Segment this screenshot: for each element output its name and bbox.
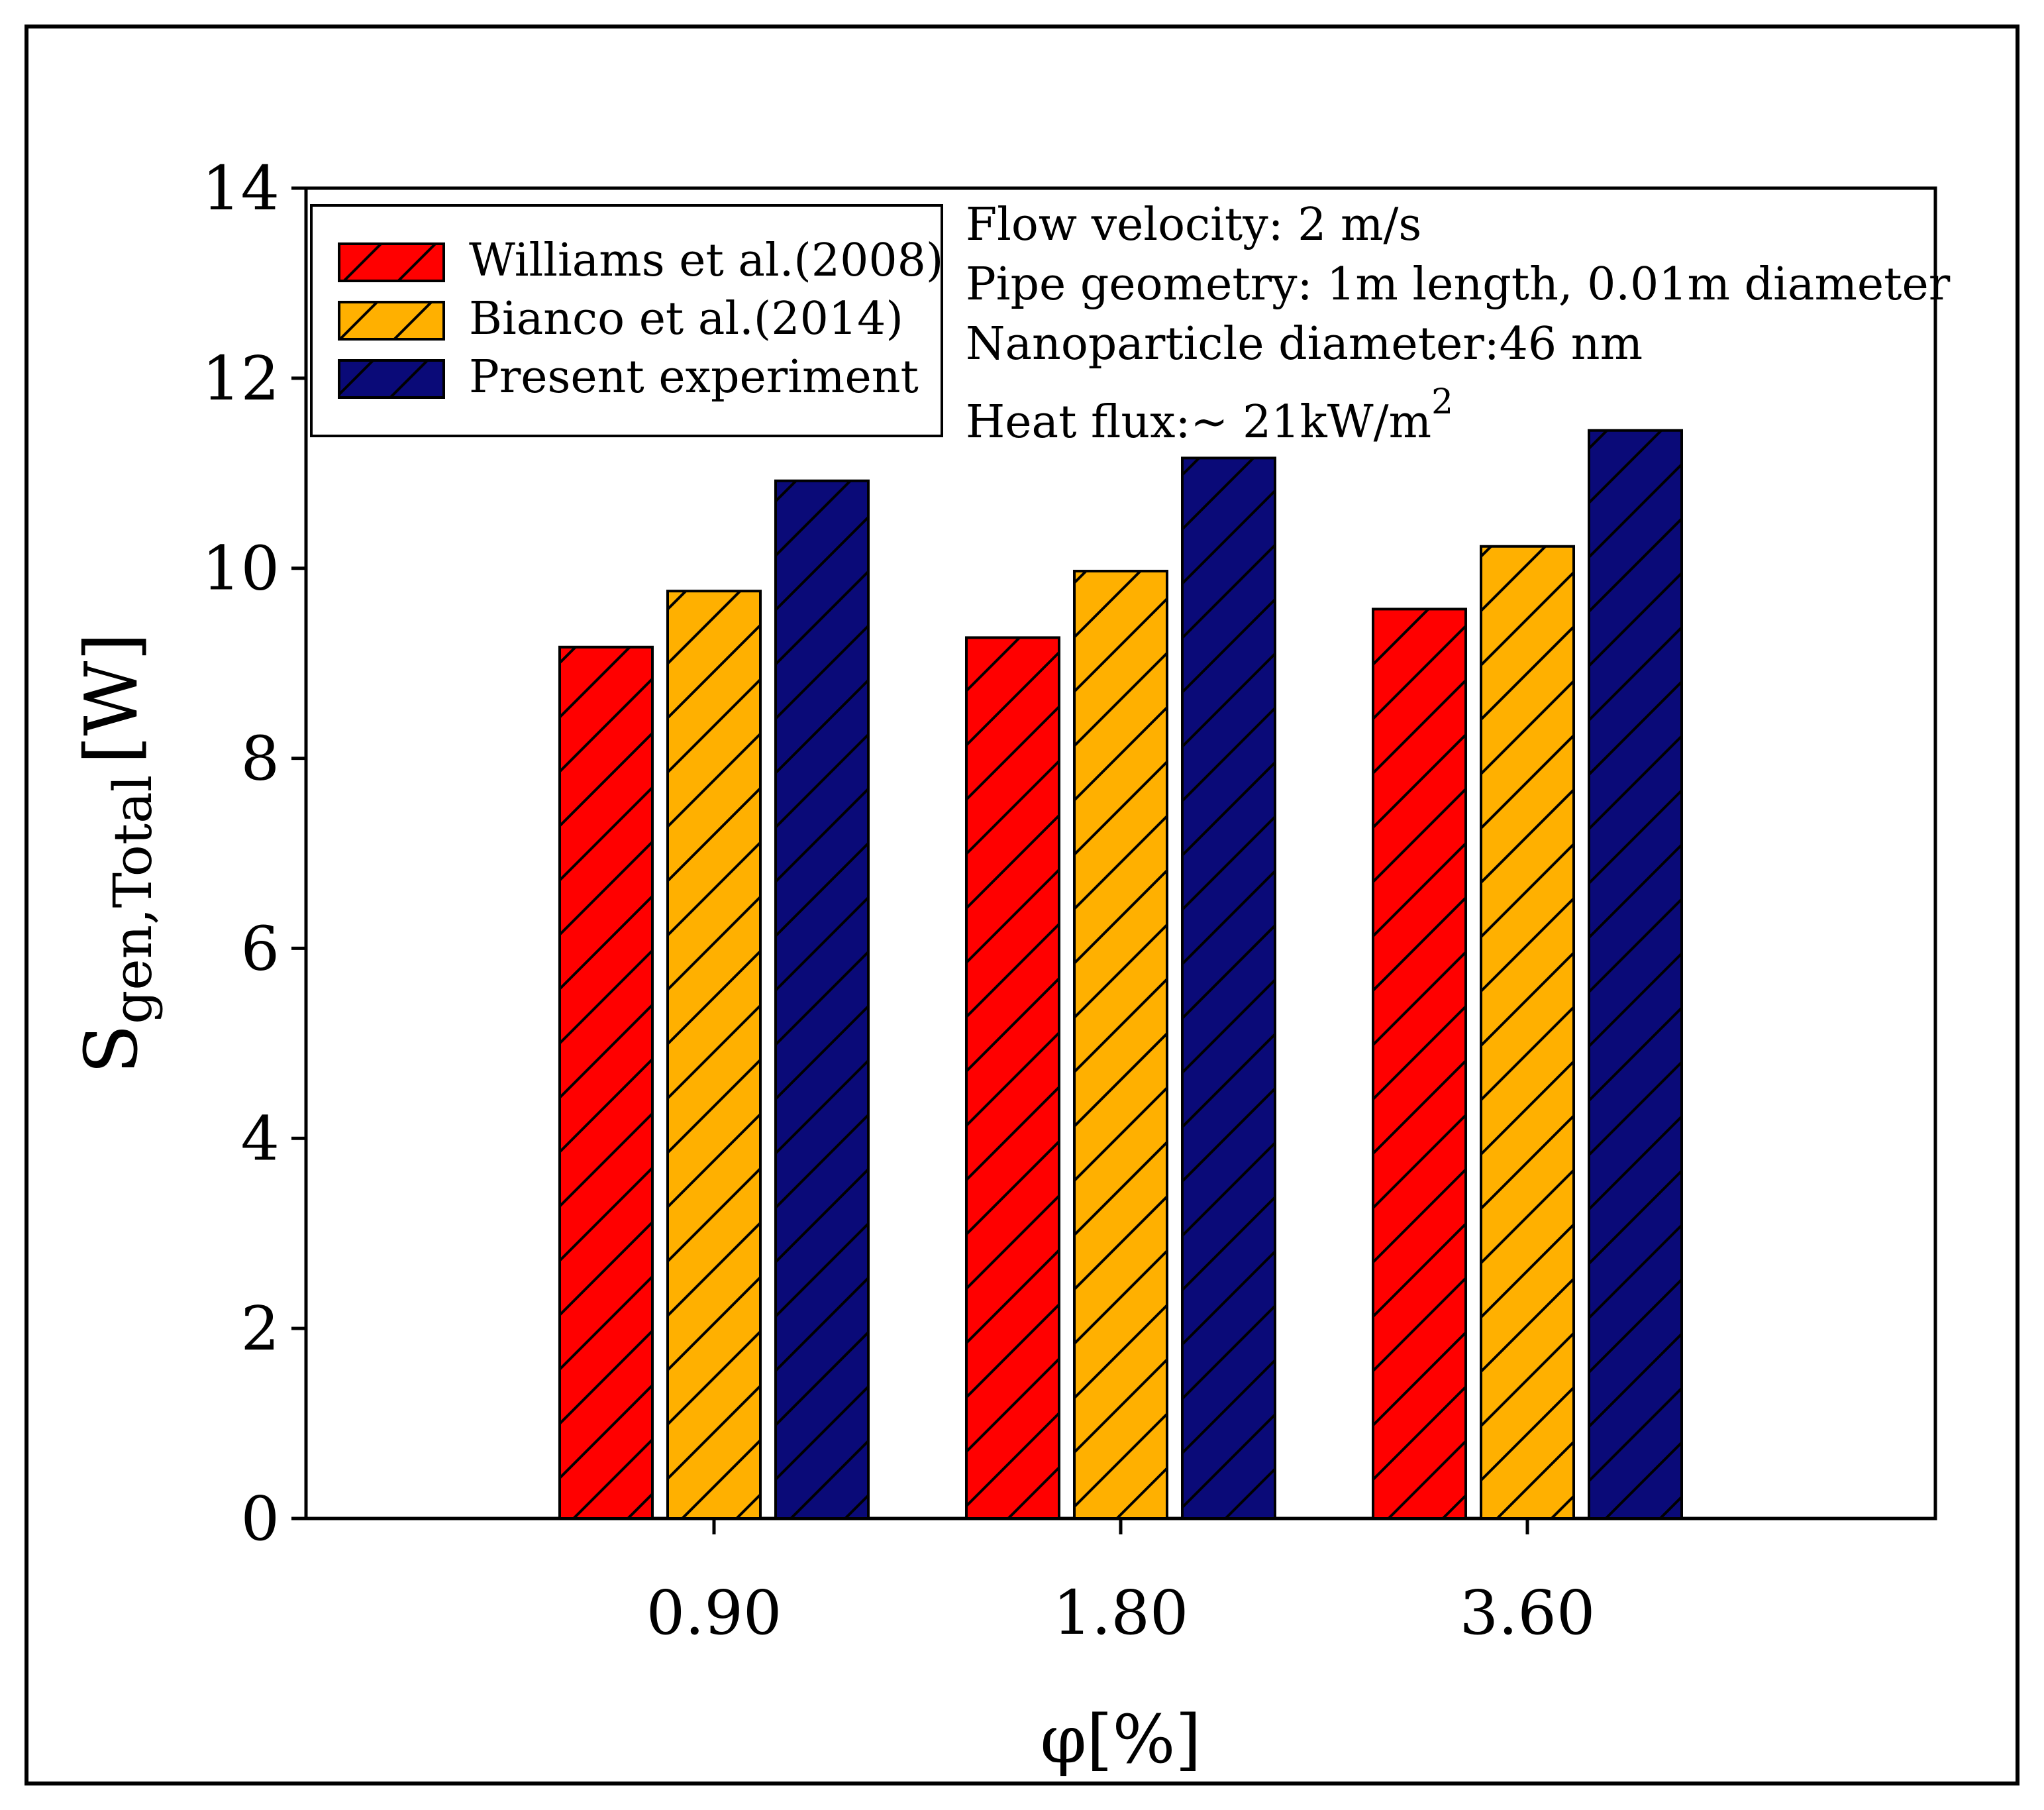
legend-label: Present experiment [469, 351, 919, 403]
annotation-nanoparticle-diameter: Nanoparticle diameter:46 nm [966, 318, 1643, 370]
bar [1073, 570, 1168, 1520]
bar-hatch [1073, 570, 1168, 1520]
bar [666, 590, 762, 1520]
y-tick-label: 4 [240, 1103, 280, 1174]
annotations: Flow velocity: 2 m/s Pipe geometry: 1m l… [966, 199, 1951, 449]
x-axis-title: φ[%] [1040, 1701, 1201, 1778]
bar-hatch [1480, 545, 1575, 1520]
bar-hatch [774, 479, 870, 1520]
legend-swatch-hatch [338, 359, 445, 399]
y-axis-title-main: S [69, 1024, 154, 1074]
bar [558, 645, 654, 1520]
bar [1480, 545, 1575, 1520]
legend-label: Williams et al.(2008) [469, 235, 943, 287]
legend: Williams et al.(2008) Bianco et al.(2014)… [310, 204, 943, 437]
y-tick-label: 10 [202, 533, 280, 604]
y-axis: 0 2 4 6 8 10 12 14 [202, 153, 306, 1554]
bar [965, 636, 1060, 1520]
annotation-flow-velocity: Flow velocity: 2 m/s [966, 199, 1421, 251]
legend-swatch-hatch [338, 301, 445, 341]
annotation-heat-flux-sup: 2 [1431, 382, 1453, 422]
bar [1588, 429, 1683, 1520]
bar-hatch [1588, 429, 1683, 1520]
annotation-heat-flux: Heat flux:~ 21kW/m2 [966, 382, 1453, 449]
bar-hatch [1372, 608, 1467, 1520]
legend-label: Bianco et al.(2014) [469, 293, 903, 345]
x-tick-label: 1.80 [1053, 1577, 1189, 1648]
y-tick-label: 6 [240, 913, 280, 984]
y-tick-label: 2 [240, 1293, 280, 1364]
bar-hatch [558, 645, 654, 1520]
annotation-heat-flux-text: Heat flux:~ 21kW/m [966, 396, 1431, 449]
x-tick-label: 0.90 [646, 1577, 782, 1648]
annotation-pipe-geometry: Pipe geometry: 1m length, 0.01m diameter [966, 258, 1951, 311]
legend-item: Bianco et al.(2014) [338, 293, 903, 345]
x-tick-label: 3.60 [1460, 1577, 1596, 1648]
bar [1181, 456, 1276, 1520]
legend-swatch-hatch [338, 242, 445, 282]
bar [774, 479, 870, 1520]
y-axis-title-unit: [W] [69, 633, 154, 765]
bars [558, 429, 1683, 1520]
y-tick-label: 8 [240, 723, 280, 794]
bar-hatch [1181, 456, 1276, 1520]
bar-hatch [965, 636, 1060, 1520]
y-tick-label: 14 [202, 153, 280, 224]
bar-hatch [666, 590, 762, 1520]
legend-item: Present experiment [338, 351, 919, 403]
y-tick-label: 0 [240, 1483, 280, 1554]
y-tick-label: 12 [202, 343, 280, 414]
y-axis-title: Sgen,Total [W] [69, 633, 164, 1075]
x-axis: 0.90 1.80 3.60 [646, 1518, 1596, 1648]
bar [1372, 608, 1467, 1520]
y-axis-title-sub: gen,Total [102, 775, 164, 1024]
legend-item: Williams et al.(2008) [338, 235, 943, 287]
